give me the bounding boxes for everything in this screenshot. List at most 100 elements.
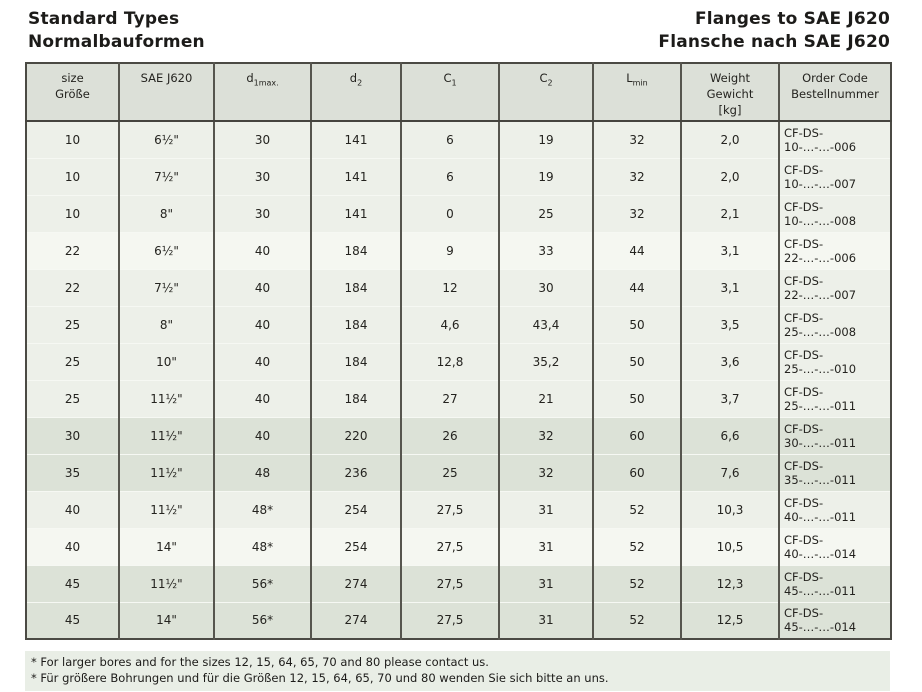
- table-cell: 184: [310, 379, 401, 417]
- footnote-de: * Für größere Bohrungen und für die Größ…: [31, 671, 609, 685]
- table-cell: 184: [310, 268, 401, 306]
- table-cell: 56*: [213, 564, 311, 602]
- table-cell: 3,1: [680, 231, 779, 269]
- table-cell: 12: [400, 268, 499, 306]
- column-header-size: size Größe: [26, 63, 119, 122]
- order-code-cell: CF-DS-45-…-…-014: [778, 601, 891, 639]
- titlebar: Standard Types Normalbauformen Flanges t…: [28, 8, 890, 54]
- table-cell: 14": [118, 527, 214, 565]
- column-header-d2: d2: [310, 63, 401, 122]
- table-cell: 4,6: [400, 305, 499, 343]
- table-cell: 236: [310, 453, 401, 491]
- order-code-cell: CF-DS-22-…-…-006: [778, 231, 891, 269]
- table-row: 45 11½" 56* 274 27,5 31 52 12,3 CF-DS-45-…-…-011: [26, 564, 891, 602]
- order-code-cell: CF-DS-10-…-…-007: [778, 157, 891, 195]
- table-cell: 12,5: [680, 601, 779, 639]
- table-row: 45 14" 56* 274 27,5 31 52 12,5 CF-DS-45-…-…-014: [26, 601, 891, 639]
- order-code-cell: CF-DS-10-…-…-008: [778, 194, 891, 232]
- table-cell: 254: [310, 490, 401, 528]
- table-cell: 141: [310, 194, 401, 232]
- table-row: 25 10" 40 184 12,8 35,2 50 3,6 CF-DS-25-…-…-010: [26, 342, 891, 380]
- table-cell: 26: [400, 416, 499, 454]
- order-code-cell: CF-DS-45-…-…-011: [778, 564, 891, 602]
- table-cell: 7,6: [680, 453, 779, 491]
- table-cell: 6: [400, 157, 499, 195]
- table-cell: 27: [400, 379, 499, 417]
- spec-table: size Größe SAE J620 d1max. d2 C1 C2 Lmin Weight G…: [25, 62, 892, 640]
- column-header-d1max: d1max.: [213, 63, 311, 122]
- table-cell: 25: [26, 379, 119, 417]
- table-cell: 12,3: [680, 564, 779, 602]
- table-cell: 22: [26, 268, 119, 306]
- footnote-en: * For larger bores and for the sizes 12,…: [31, 655, 489, 669]
- order-code-cell: CF-DS-25-…-…-010: [778, 342, 891, 380]
- table-cell: 6: [400, 121, 499, 158]
- page-title-right: Flanges to SAE J620 Flansche nach SAE J6…: [658, 8, 890, 54]
- table-cell: 44: [592, 268, 681, 306]
- table-cell: 274: [310, 601, 401, 639]
- table-cell: 45: [26, 601, 119, 639]
- table-cell: 52: [592, 490, 681, 528]
- table-cell: 50: [592, 379, 681, 417]
- table-cell: 11½": [118, 490, 214, 528]
- table-cell: 31: [498, 564, 593, 602]
- table-cell: 25: [26, 305, 119, 343]
- table-cell: 10: [64, 132, 81, 147]
- table-cell: 21: [498, 379, 593, 417]
- table-cell: 10: [26, 194, 119, 232]
- table-cell: 6½": [118, 121, 214, 158]
- table-cell: 19: [498, 121, 593, 158]
- table-cell: 52: [592, 564, 681, 602]
- table-cell: 184: [310, 305, 401, 343]
- table-cell: 22: [26, 231, 119, 269]
- order-code-cell: CF-DS-40-…-…-014: [778, 527, 891, 565]
- table-cell: 35,2: [498, 342, 593, 380]
- table-cell: 40: [213, 268, 311, 306]
- table-cell: 10: [26, 157, 119, 195]
- table-cell: 32: [592, 194, 681, 232]
- table-row: 10 8" 30 141 0 25 32 2,1 CF-DS-10-…-…-008: [26, 194, 891, 232]
- table-cell: 3,6: [680, 342, 779, 380]
- table-cell: 11½": [118, 379, 214, 417]
- column-header-c1: C1: [400, 63, 499, 122]
- table-cell: 45: [26, 564, 119, 602]
- table-cell: 8": [118, 194, 214, 232]
- table-cell: 31: [498, 490, 593, 528]
- order-code-cell: CF-DS-30-…-…-011: [778, 416, 891, 454]
- table-cell: 50: [592, 342, 681, 380]
- table-cell: 40: [26, 490, 119, 528]
- column-header-lmin: Lmin: [592, 63, 681, 122]
- order-code-cell: CF-DS-25-…-…-008: [778, 305, 891, 343]
- footnotes: * For larger bores and for the sizes 12,…: [25, 651, 890, 691]
- table-cell: 11½": [118, 453, 214, 491]
- table-cell: 30: [213, 194, 311, 232]
- title-left-line2: Normalbauformen: [28, 32, 205, 52]
- table-cell: 25: [498, 194, 593, 232]
- table-cell: 33: [498, 231, 593, 269]
- table-cell: 7½": [118, 268, 214, 306]
- table-cell: 48*: [213, 527, 311, 565]
- order-code-cell: CF-DS-40-…-…-011: [778, 490, 891, 528]
- table-cell: 141: [310, 157, 401, 195]
- table-cell: 43,4: [498, 305, 593, 343]
- table-cell: 27,5: [400, 490, 499, 528]
- table-cell: 32: [498, 453, 593, 491]
- spec-table-head: size Größe SAE J620 d1max. d2 C1 C2 Lmin Weight G…: [26, 63, 891, 122]
- table-cell: 32: [592, 157, 681, 195]
- table-cell: 11½": [118, 564, 214, 602]
- table-cell: 40: [213, 305, 311, 343]
- page-title-left: Standard Types Normalbauformen: [28, 8, 205, 54]
- table-cell: 27,5: [400, 527, 499, 565]
- table-cell: 3,5: [680, 305, 779, 343]
- table-cell: 35: [26, 453, 119, 491]
- table-row: 30 11½" 40 220 26 32 60 6,6 CF-DS-30-…-…-011: [26, 416, 891, 454]
- table-cell: 8": [118, 305, 214, 343]
- table-cell: 50: [592, 305, 681, 343]
- table-cell: 48: [213, 453, 311, 491]
- table-cell: 40: [213, 379, 311, 417]
- table-cell: 3,1: [680, 268, 779, 306]
- table-cell: 40: [213, 342, 311, 380]
- column-header-c2: C2: [498, 63, 593, 122]
- column-header-weight: Weight Gewicht [kg]: [680, 63, 779, 122]
- table-cell: 40: [213, 231, 311, 269]
